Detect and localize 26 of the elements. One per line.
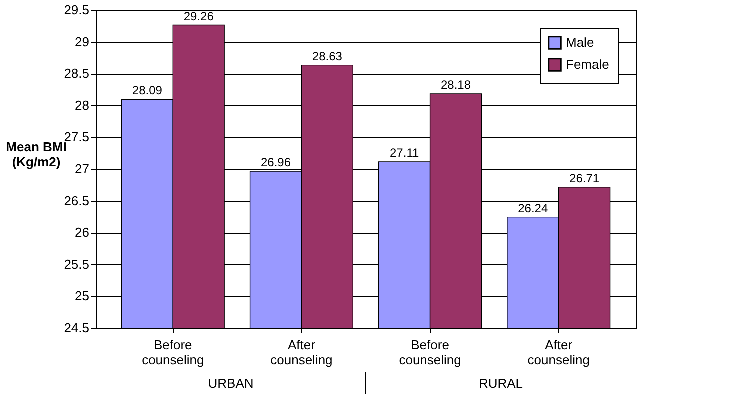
legend-label: Male [566,35,594,50]
data-label: 28.63 [312,49,343,64]
x-tick-label: After counseling [528,338,590,368]
x-tick-label: Before counseling [142,338,204,368]
y-tick-label: 24.5 [64,320,90,336]
text: RURAL [478,376,524,391]
y-tick-label: 29.5 [64,2,90,18]
y-tick-label: 28.5 [64,66,90,82]
data-label: 28.09 [132,84,163,98]
x-tick-label: After counseling [270,338,333,368]
data-label: 26.71 [570,171,600,186]
y-tick-label: 26.5 [64,193,90,208]
text: URBAN [208,376,254,391]
y-tick-label: 26 [75,225,90,240]
y-tick-label: 27 [75,162,90,176]
legend-label: Female [566,57,610,72]
y-tick-label: 29 [75,34,90,50]
data-label: 26.96 [260,156,292,170]
y-tick-label: 25.5 [64,256,90,272]
data-label: 29.26 [184,9,214,24]
data-label: 26.24 [518,201,548,216]
x-tick-label: Before counseling [399,338,462,368]
data-label: 28.18 [440,78,472,92]
y-tick-label: 28 [75,98,90,113]
data-label: 27.11 [390,146,420,160]
y-tick-label: 25 [75,288,90,304]
